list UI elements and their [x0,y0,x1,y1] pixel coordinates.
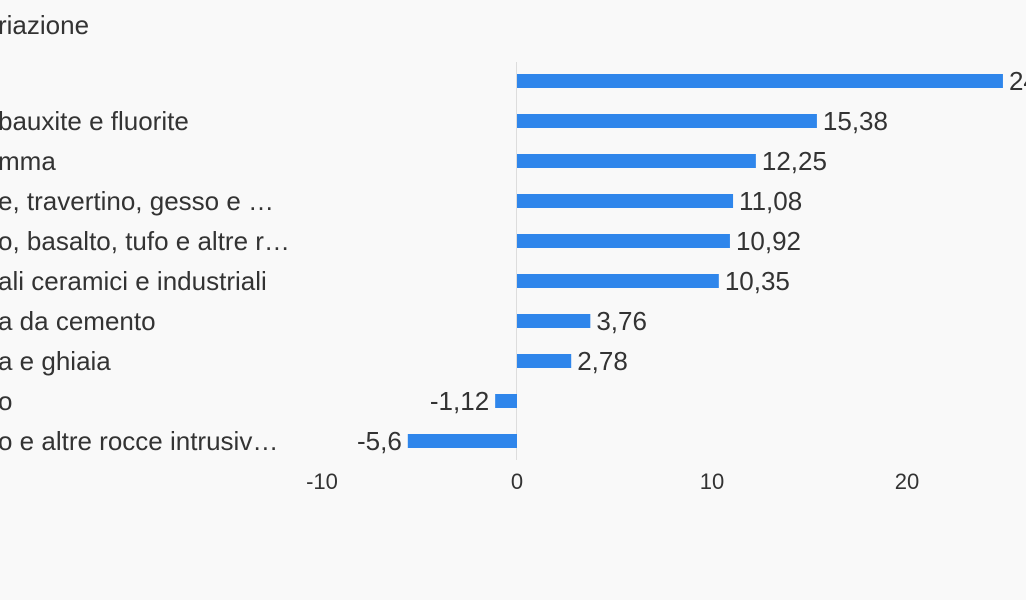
bar [517,114,817,128]
value-label: 11,08 [739,186,802,216]
x-tick-label: 20 [895,469,919,494]
x-tick-label: 10 [700,469,724,494]
value-label: 15,38 [823,106,888,136]
category-label: o [0,386,12,416]
bar [517,274,719,288]
value-label: 10,35 [725,266,790,296]
category-label: ali ceramici e industriali [0,266,267,296]
value-label: -5,6 [357,426,402,456]
category-label: a da cemento [0,306,156,336]
category-label: bauxite e fluorite [0,106,189,136]
bar [517,354,572,368]
chart-title: riazione [0,10,89,40]
value-label: 12,25 [762,146,827,176]
value-label: -1,12 [430,386,489,416]
bar [407,434,517,448]
bar [517,154,756,168]
category-label: mma [0,146,56,176]
value-label: 10,92 [736,226,801,256]
bar [517,74,1003,88]
category-label: e, travertino, gesso e … [0,186,274,216]
bar [495,394,517,408]
bar [517,234,730,248]
category-label: a e ghiaia [0,346,111,376]
bar [517,194,734,208]
x-tick-label: -10 [306,469,338,494]
category-label: o e altre rocce intrusiv… [0,426,278,456]
bar [517,314,591,328]
category-label: o, basalto, tufo e altre r… [0,226,290,256]
value-label: 2,78 [577,346,628,376]
value-label: 24,92 [1009,66,1026,96]
value-label: 3,76 [596,306,647,336]
x-tick-label: 0 [511,469,523,494]
